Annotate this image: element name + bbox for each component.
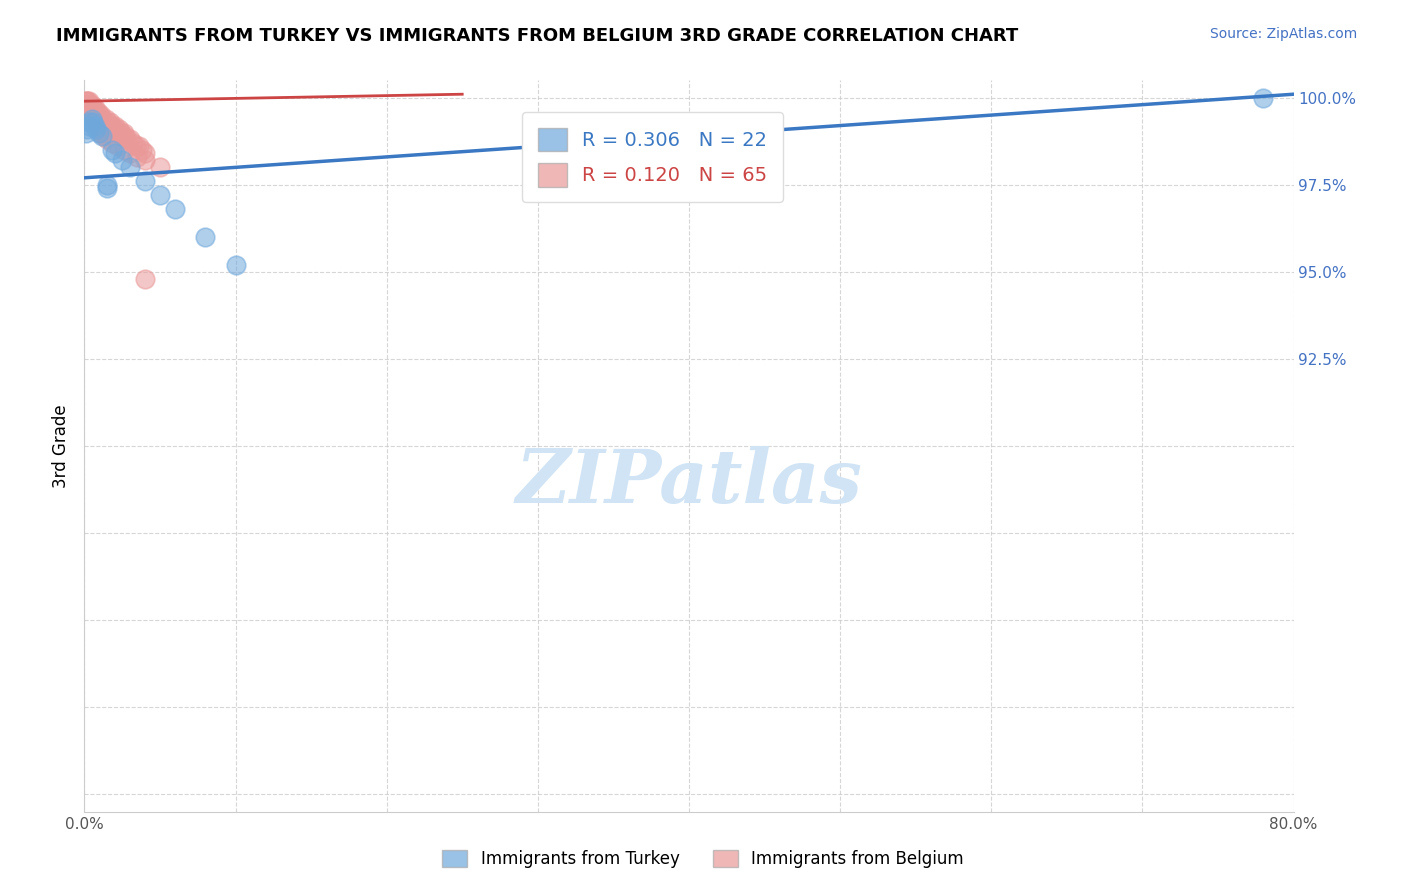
Point (225, 258, 247, 272)
Point (86, 108, 108, 122)
Point (77, 94, 100, 108)
Point (77, 97, 100, 112)
Point (76, 94, 98, 108)
Point (100, 136, 122, 150)
Point (80, 101, 103, 115)
Point (75, 126, 97, 140)
Point (134, 174, 156, 188)
Text: Source: ZipAtlas.com: Source: ZipAtlas.com (1209, 27, 1357, 41)
Point (91, 112, 114, 126)
Point (100, 143, 122, 157)
Point (93, 115, 115, 129)
Point (91, 128, 114, 143)
Point (94, 112, 117, 126)
Point (89, 122, 111, 136)
Point (90, 126, 112, 140)
Text: IMMIGRANTS FROM TURKEY VS IMMIGRANTS FROM BELGIUM 3RD GRADE CORRELATION CHART: IMMIGRANTS FROM TURKEY VS IMMIGRANTS FRO… (56, 27, 1018, 45)
Point (134, 146, 156, 161)
Point (89, 112, 111, 126)
Point (118, 132, 141, 146)
Point (86, 122, 108, 136)
Point (79, 97, 101, 112)
Point (105, 122, 128, 136)
Point (77, 119, 100, 133)
Point (87, 108, 110, 122)
Point (127, 150, 149, 164)
Point (96, 132, 118, 146)
Point (118, 161, 141, 175)
Point (104, 119, 127, 133)
Point (108, 122, 131, 136)
Point (128, 139, 150, 153)
Point (75, 97, 97, 112)
Point (79, 101, 101, 115)
Point (1253, 91, 1275, 105)
Point (110, 126, 132, 140)
Point (93, 128, 115, 143)
Point (111, 153, 134, 168)
Point (84, 104, 107, 119)
Point (115, 132, 138, 146)
Point (118, 146, 141, 161)
Point (98, 115, 121, 129)
Point (87, 104, 110, 119)
Point (86, 104, 108, 119)
Point (84, 112, 107, 126)
Point (194, 230, 217, 244)
Point (80, 104, 103, 119)
Point (75, 94, 97, 108)
Point (114, 128, 136, 143)
Point (82, 108, 104, 122)
Point (82, 115, 104, 129)
Point (107, 126, 129, 140)
Point (82, 104, 104, 119)
Point (79, 115, 101, 129)
Point (131, 143, 153, 157)
Point (125, 139, 148, 153)
Point (96, 115, 118, 129)
Point (107, 139, 129, 153)
Point (96, 178, 118, 192)
Point (77, 101, 100, 115)
Point (165, 202, 187, 216)
Point (82, 101, 104, 115)
Point (76, 94, 98, 108)
Legend: Immigrants from Turkey, Immigrants from Belgium: Immigrants from Turkey, Immigrants from … (436, 843, 970, 875)
Text: ZIPatlas: ZIPatlas (516, 446, 862, 519)
Point (89, 126, 111, 140)
Point (80, 97, 103, 112)
Point (97, 119, 120, 133)
Point (101, 122, 124, 136)
Point (76, 122, 98, 136)
Point (96, 181, 118, 195)
Point (149, 161, 172, 175)
Point (100, 119, 122, 133)
Point (112, 143, 135, 157)
Point (121, 136, 143, 150)
Point (87, 119, 110, 133)
Point (84, 119, 107, 133)
Point (86, 115, 108, 129)
Point (77, 97, 100, 112)
Point (112, 126, 135, 140)
Point (90, 108, 112, 122)
Point (79, 101, 101, 115)
Point (84, 101, 107, 115)
Point (104, 146, 127, 161)
Y-axis label: 3rd Grade: 3rd Grade (52, 404, 70, 488)
Point (149, 188, 172, 202)
Point (134, 272, 156, 286)
Point (80, 112, 103, 126)
Point (76, 97, 98, 112)
Point (111, 128, 134, 143)
Legend: R = 0.306   N = 22, R = 0.120   N = 65: R = 0.306 N = 22, R = 0.120 N = 65 (522, 112, 783, 202)
Point (89, 108, 111, 122)
Point (134, 153, 156, 168)
